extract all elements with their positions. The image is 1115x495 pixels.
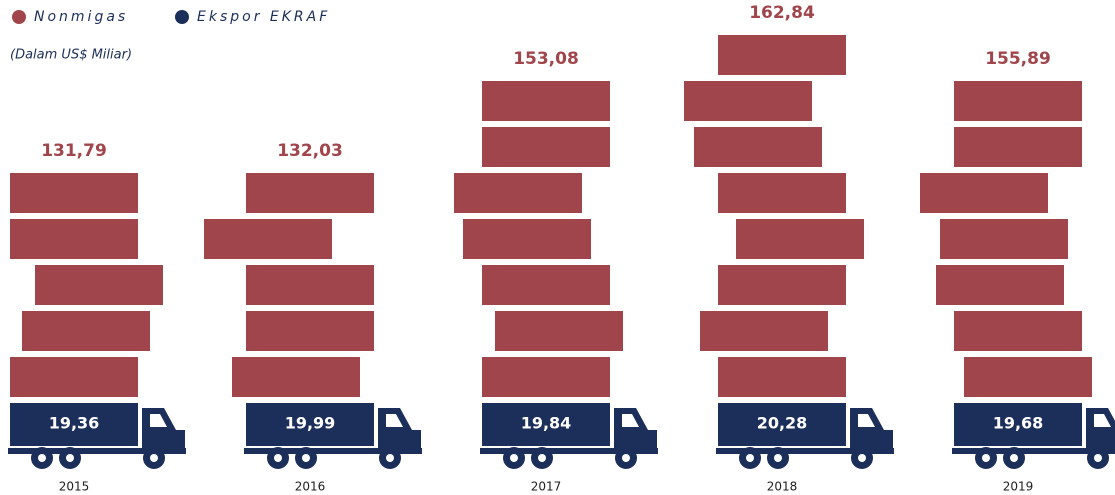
x-tick-label: 2015	[59, 480, 90, 494]
x-tick-label: 2017	[531, 480, 562, 494]
hub	[774, 454, 782, 462]
box-stack	[920, 81, 1092, 397]
hub	[982, 454, 990, 462]
value-label: 132,03	[277, 141, 343, 161]
box	[694, 127, 822, 167]
hub	[274, 454, 282, 462]
x-tick-label: 2019	[1003, 480, 1034, 494]
box-stack	[684, 35, 864, 397]
box	[246, 311, 374, 351]
box	[482, 265, 610, 305]
legend-label: Ekspor EKRAF	[197, 9, 330, 25]
box	[940, 219, 1068, 259]
truck-label: 19,84	[521, 414, 572, 433]
hub	[150, 454, 158, 462]
chart: (Dalam US$ Miliar) Nonmigas Ekspor EKRAF 1…	[0, 0, 1115, 495]
truck-cab	[378, 408, 421, 450]
box	[10, 357, 138, 397]
box	[700, 311, 828, 351]
hub	[622, 454, 630, 462]
box	[954, 81, 1082, 121]
hub	[1010, 454, 1018, 462]
box	[454, 173, 582, 213]
box	[964, 357, 1092, 397]
legend-swatch	[175, 10, 189, 24]
subtitle: (Dalam US$ Miliar)	[10, 48, 132, 63]
hub	[38, 454, 46, 462]
hub	[746, 454, 754, 462]
box	[10, 173, 138, 213]
hub	[302, 454, 310, 462]
box	[718, 35, 846, 75]
box	[463, 219, 591, 259]
hub	[1094, 454, 1102, 462]
box	[35, 265, 163, 305]
hub	[510, 454, 518, 462]
box-stack	[454, 81, 623, 397]
truck-label: 20,28	[757, 414, 808, 433]
x-tick-label: 2016	[295, 480, 326, 494]
value-label: 153,08	[513, 49, 579, 69]
x-tick-label: 2018	[767, 480, 798, 494]
box	[954, 311, 1082, 351]
box	[718, 357, 846, 397]
legend-swatch	[12, 10, 26, 24]
box	[246, 265, 374, 305]
hub	[858, 454, 866, 462]
box	[718, 265, 846, 305]
truck-label: 19,99	[285, 414, 336, 433]
box	[936, 265, 1064, 305]
box	[482, 81, 610, 121]
box	[482, 357, 610, 397]
box	[22, 311, 150, 351]
box	[684, 81, 812, 121]
hub	[66, 454, 74, 462]
legend-label: Nonmigas	[34, 9, 128, 25]
hub	[538, 454, 546, 462]
value-label: 131,79	[41, 141, 107, 161]
box	[246, 173, 374, 213]
box	[718, 173, 846, 213]
box	[482, 127, 610, 167]
box	[495, 311, 623, 351]
box	[736, 219, 864, 259]
hub	[386, 454, 394, 462]
box	[10, 219, 138, 259]
truck-cab	[142, 408, 185, 450]
truck-label: 19,36	[49, 414, 100, 433]
value-label: 162,84	[749, 3, 815, 23]
box	[232, 357, 360, 397]
box-stack	[10, 173, 163, 397]
box	[954, 127, 1082, 167]
truck-label: 19,68	[993, 414, 1044, 433]
box	[204, 219, 332, 259]
value-label: 155,89	[985, 49, 1051, 69]
box-stack	[204, 173, 374, 397]
truck-cab	[614, 408, 657, 450]
box	[920, 173, 1048, 213]
truck-cab	[850, 408, 893, 450]
